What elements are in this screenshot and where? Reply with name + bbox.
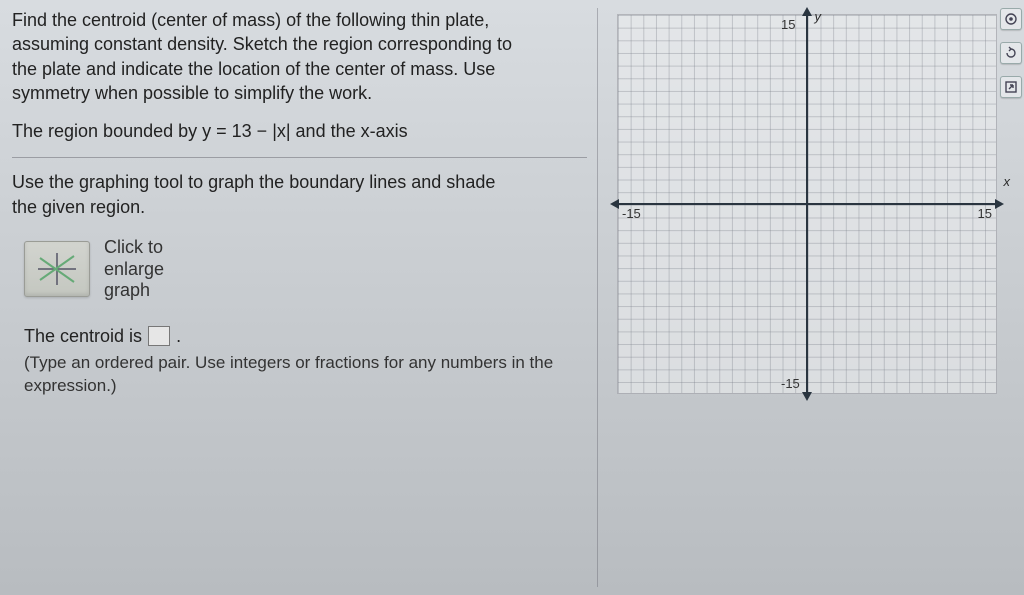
answer-suffix: .	[176, 324, 181, 348]
expand-icon	[1004, 80, 1018, 94]
graph-thumbnail-icon	[24, 241, 90, 297]
coordinate-graph[interactable]: y x 15 -15 15 -15	[617, 14, 997, 394]
answer-prefix: The centroid is	[24, 324, 142, 348]
problem-panel: Find the centroid (center of mass) of th…	[8, 8, 598, 587]
arrow-down-icon	[802, 392, 812, 401]
problem-statement: Find the centroid (center of mass) of th…	[12, 8, 587, 105]
text-line: the given region.	[12, 197, 145, 217]
text-line: enlarge	[104, 259, 164, 279]
answer-hint: (Type an ordered pair. Use integers or f…	[24, 352, 587, 398]
rotate-tool-button[interactable]	[1000, 42, 1022, 64]
y-axis	[806, 15, 808, 393]
tick-label-left: -15	[622, 206, 641, 221]
tick-label-right: 15	[978, 206, 992, 221]
arrow-up-icon	[802, 7, 812, 16]
centroid-input[interactable]	[148, 326, 170, 346]
rotate-icon	[1004, 46, 1018, 60]
text-line: graph	[104, 280, 150, 300]
text-line: Find the centroid (center of mass) of th…	[12, 10, 489, 30]
text-line: symmetry when possible to simplify the w…	[12, 83, 372, 103]
x-axis-label: x	[1004, 174, 1011, 189]
tick-label-bottom: -15	[781, 376, 800, 391]
text-line: assuming constant density. Sketch the re…	[12, 34, 512, 54]
graph-panel: y x 15 -15 15 -15	[608, 8, 1016, 587]
tick-label-top: 15	[781, 17, 795, 32]
graph-instruction: Use the graphing tool to graph the bound…	[12, 170, 587, 219]
region-definition: The region bounded by y = 13 − |x| and t…	[12, 119, 587, 143]
expand-tool-button[interactable]	[1000, 76, 1022, 98]
text-line: the plate and indicate the location of t…	[12, 59, 495, 79]
divider	[12, 157, 587, 158]
enlarge-label: Click to enlarge graph	[104, 237, 164, 302]
text-line: Use the graphing tool to graph the bound…	[12, 172, 495, 192]
target-tool-button[interactable]	[1000, 8, 1022, 30]
side-toolbar	[1000, 8, 1022, 98]
arrow-left-icon	[610, 199, 619, 209]
text-line: The region bounded by y = 13 − |x| and t…	[12, 121, 408, 141]
answer-row: The centroid is .	[24, 324, 587, 348]
text-line: Click to	[104, 237, 163, 257]
enlarge-graph-button[interactable]: Click to enlarge graph	[24, 237, 587, 302]
main-container: Find the centroid (center of mass) of th…	[0, 0, 1024, 595]
target-icon	[1004, 12, 1018, 26]
arrow-right-icon	[995, 199, 1004, 209]
y-axis-label: y	[815, 9, 822, 24]
